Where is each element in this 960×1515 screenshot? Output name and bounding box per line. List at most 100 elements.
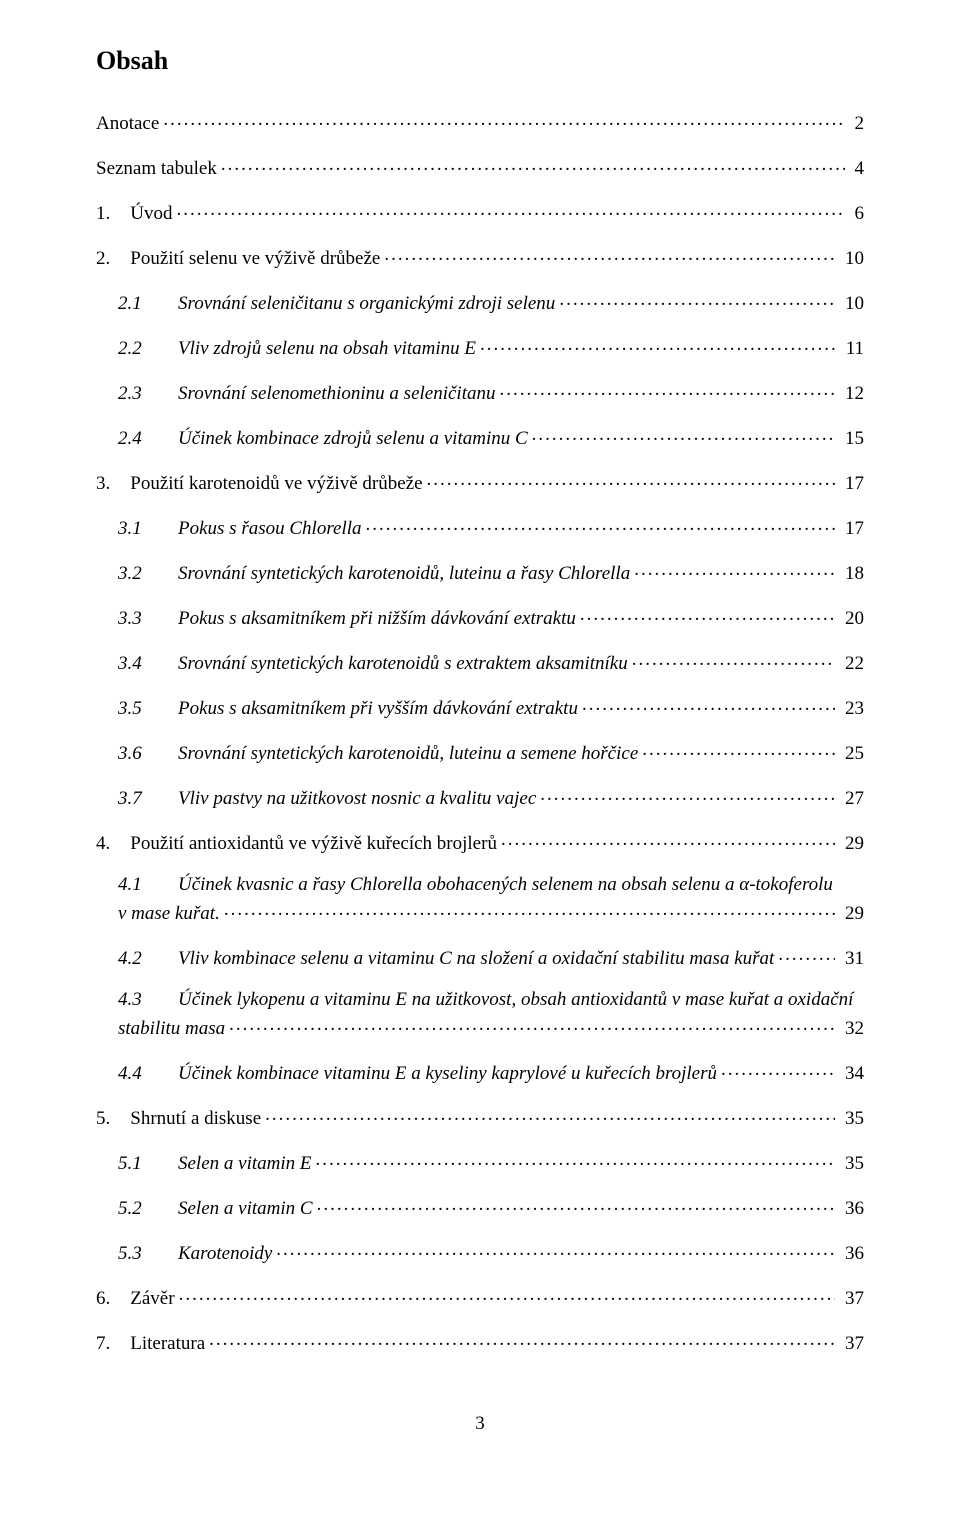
toc-entry-number: 4.2: [118, 949, 178, 968]
toc-entry-page: 10: [839, 294, 864, 313]
toc-entry-page: 29: [839, 904, 864, 923]
toc-title: Obsah: [96, 46, 864, 76]
toc-entry-number: 3.: [96, 474, 130, 493]
toc-entry-number: 4.1: [118, 875, 178, 894]
toc-entry-label: Pokus s aksamitníkem při nižším dávkován…: [178, 609, 576, 628]
toc-entry-number: 3.5: [118, 699, 178, 718]
toc-entry-label: Karotenoidy: [178, 1244, 272, 1263]
toc-entry-label: Závěr: [130, 1289, 174, 1308]
toc-entry: 7.Literatura37: [96, 1330, 864, 1353]
toc-entry-label: Seznam tabulek: [96, 159, 217, 178]
toc-leader-dots: [721, 1060, 835, 1079]
toc-entry-number: 2.: [96, 249, 130, 268]
toc-entry-number: 2.4: [118, 429, 178, 448]
toc-entry-page: 15: [839, 429, 864, 448]
toc-entry-number: 2.2: [118, 339, 178, 358]
toc-entry-page: 23: [839, 699, 864, 718]
toc-entry-label: Selen a vitamin C: [178, 1199, 313, 1218]
toc-entry: 3.7Vliv pastvy na užitkovost nosnic a kv…: [96, 785, 864, 808]
toc-entry-label: Selen a vitamin E: [178, 1154, 312, 1173]
toc-entry-number: 5.1: [118, 1154, 178, 1173]
toc-entry: 4.3Účinek lykopenu a vitaminu E na užitk…: [96, 990, 864, 1038]
toc-entry-page: 37: [839, 1289, 864, 1308]
toc-entry: 5.Shrnutí a diskuse35: [96, 1105, 864, 1128]
toc-entry-number: 3.6: [118, 744, 178, 763]
toc-entry-number: 1.: [96, 204, 130, 223]
document-page: Obsah Anotace 2 Seznam tabulek4 1.Úvod 6 2. Po…: [0, 0, 960, 1475]
toc-entry: Seznam tabulek4: [96, 155, 864, 178]
toc-entry: 4.Použití antioxidantů ve výživě kuřecíc…: [96, 830, 864, 853]
toc-entry: 4.1Účinek kvasnic a řasy Chlorella oboha…: [96, 875, 864, 923]
toc-entry-label: Vliv pastvy na užitkovost nosnic a kvali…: [178, 789, 536, 808]
toc-entry-number: 6.: [96, 1289, 130, 1308]
toc-entry-number: 2.3: [118, 384, 178, 403]
toc-entry-page: 22: [839, 654, 864, 673]
toc-entry: 4.2Vliv kombinace selenu a vitaminu C na…: [96, 945, 864, 968]
toc-entry: 3.6Srovnání syntetických karotenoidů, lu…: [96, 740, 864, 763]
toc-entry: 3.3Pokus s aksamitníkem při nižším dávko…: [96, 605, 864, 628]
toc-leader-dots: [224, 900, 835, 919]
toc-entry-page: 17: [839, 474, 864, 493]
toc-entry-label: Srovnání seleničitanu s organickými zdro…: [178, 294, 555, 313]
toc-entry-label: Shrnutí a diskuse: [130, 1109, 261, 1128]
toc-entry-page: 35: [839, 1154, 864, 1173]
toc-entry: 5.2Selen a vitamin C36: [96, 1195, 864, 1218]
toc-entry-label-cont: v mase kuřat.: [118, 904, 220, 923]
toc-entry-label: Vliv zdrojů selenu na obsah vitaminu E: [178, 339, 476, 358]
toc-entry-number: 3.2: [118, 564, 178, 583]
toc-leader-dots: [540, 785, 835, 804]
toc-leader-dots: [582, 695, 835, 714]
toc-entry: 2.2Vliv zdrojů selenu na obsah vitaminu …: [96, 335, 864, 358]
toc-entry-label: Literatura: [130, 1334, 205, 1353]
toc-entry-page: 6: [849, 204, 865, 223]
toc-leader-dots: [209, 1330, 835, 1349]
toc-entry-label: Účinek kombinace zdrojů selenu a vitamin…: [178, 429, 528, 448]
toc-entry: 2.3Srovnání selenomethioninu a seleničit…: [96, 380, 864, 403]
toc-entry-page: 27: [839, 789, 864, 808]
toc-leader-dots: [316, 1150, 836, 1169]
toc-entry-number: 2.1: [118, 294, 178, 313]
toc-entry: 5.1Selen a vitamin E 35: [96, 1150, 864, 1173]
toc-leader-dots: [427, 470, 835, 489]
toc-entry-label: Srovnání syntetických karotenoidů s extr…: [178, 654, 628, 673]
toc-entry-label: Účinek lykopenu a vitaminu E na užitkovo…: [178, 990, 853, 1009]
toc-leader-dots: [778, 945, 835, 964]
toc-entry-page: 32: [839, 1019, 864, 1038]
toc-entry-page: 2: [849, 114, 865, 133]
toc-leader-dots: [532, 425, 835, 444]
toc-entry-number: 3.1: [118, 519, 178, 538]
toc-entry-page: 29: [839, 834, 864, 853]
toc-entry-label: Pokus s aksamitníkem při vyšším dávkován…: [178, 699, 578, 718]
toc-entry-page: 34: [839, 1064, 864, 1083]
toc-entry-page: 25: [839, 744, 864, 763]
toc-leader-dots: [634, 560, 835, 579]
toc-leader-dots: [642, 740, 835, 759]
toc-entry-label: Účinek kombinace vitaminu E a kyseliny k…: [178, 1064, 717, 1083]
toc-leader-dots: [176, 200, 844, 219]
toc-leader-dots: [580, 605, 835, 624]
toc-entry-number: 7.: [96, 1334, 130, 1353]
toc-entry-page: 20: [839, 609, 864, 628]
toc-leader-dots: [501, 830, 835, 849]
toc-entry-label: Anotace: [96, 114, 159, 133]
toc-entry-page: 18: [839, 564, 864, 583]
toc-leader-dots: [229, 1015, 835, 1034]
toc-entry: 3.1Pokus s řasou Chlorella17: [96, 515, 864, 538]
toc-entry-page: 35: [839, 1109, 864, 1128]
toc-entry-number: 3.3: [118, 609, 178, 628]
toc-entry: 6.Závěr 37: [96, 1285, 864, 1308]
toc-entry: Anotace 2: [96, 110, 864, 133]
toc-entry-page: 10: [839, 249, 864, 268]
toc-entry-number: 5.2: [118, 1199, 178, 1218]
toc-entry: 3.5Pokus s aksamitníkem při vyšším dávko…: [96, 695, 864, 718]
toc-entry-number: 4.: [96, 834, 130, 853]
toc-leader-dots: [632, 650, 835, 669]
toc-entry-label: Pokus s řasou Chlorella: [178, 519, 362, 538]
toc-entry-page: 12: [839, 384, 864, 403]
toc-entry-number: 4.3: [118, 990, 178, 1009]
toc-entry-label: Úvod: [130, 204, 172, 223]
toc-leader-dots: [179, 1285, 835, 1304]
toc-leader-dots: [559, 290, 835, 309]
toc-entry-number: 5.3: [118, 1244, 178, 1263]
toc-leader-dots: [384, 245, 835, 264]
